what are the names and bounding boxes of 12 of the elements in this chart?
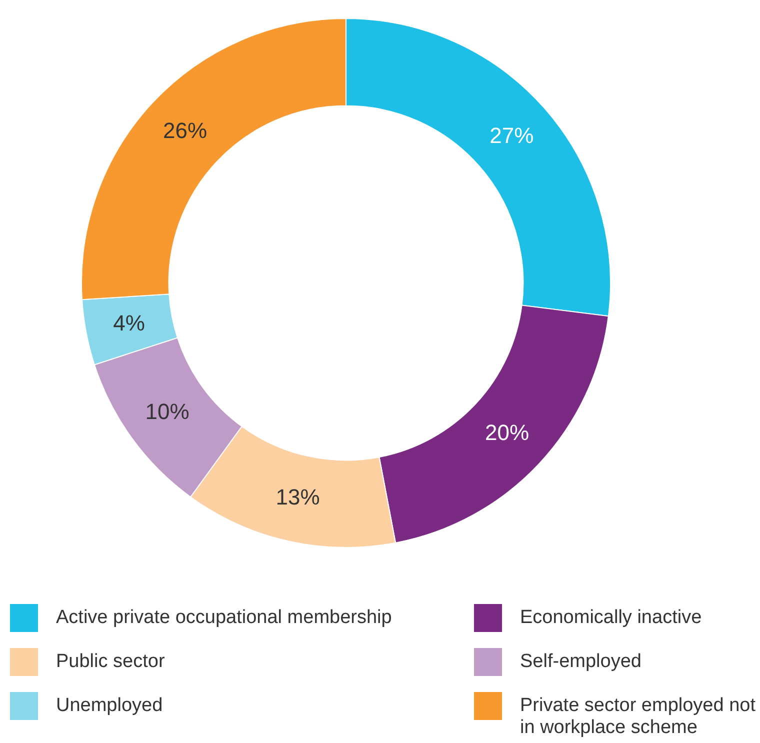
data-label: 13%	[276, 484, 320, 510]
legend-label: Self-employed	[520, 650, 642, 673]
data-label: 4%	[113, 310, 145, 336]
legend-label: Private sector employed not in workplace scheme	[520, 694, 757, 739]
legend-label: Public sector	[56, 650, 165, 673]
data-label: 26%	[162, 118, 208, 143]
data-label: 27%	[490, 123, 534, 148]
legend-label: Economically inactive	[520, 606, 702, 629]
legend-label: Unemployed	[56, 694, 163, 717]
data-label: 10%	[145, 398, 190, 424]
data-label: 20%	[484, 420, 530, 446]
legend-label: Active private occupational membership	[56, 606, 392, 629]
